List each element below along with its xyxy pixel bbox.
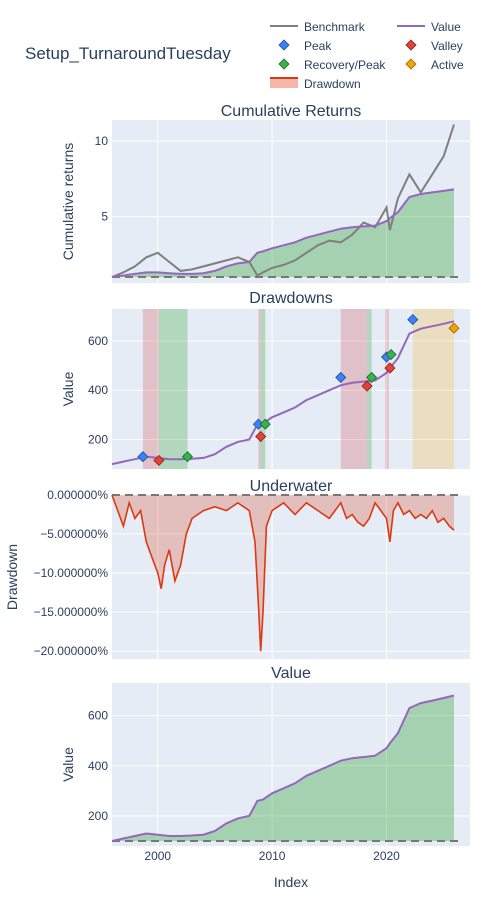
value-fill-area bbox=[112, 189, 454, 277]
drawdown-period-active bbox=[412, 309, 454, 469]
drawdown-period-recovered bbox=[258, 309, 261, 469]
valley-marker[interactable] bbox=[384, 362, 396, 374]
cumulative-returns-plot-area bbox=[112, 120, 470, 283]
underwater-title: Underwater bbox=[250, 478, 333, 495]
drawdowns-y-tick-label: 600 bbox=[88, 334, 108, 348]
underwater-y-tick-label: −20.000000% bbox=[34, 644, 109, 658]
peak-marker[interactable] bbox=[137, 451, 149, 463]
value-line bbox=[111, 320, 455, 466]
underwater-y-tick-label: −5.000000% bbox=[40, 527, 108, 541]
underwater-y-tick-label: −10.000000% bbox=[34, 566, 109, 580]
underwater-plot-area bbox=[112, 495, 470, 659]
underwater-y-axis-title: Drawdown bbox=[4, 544, 20, 610]
underwater-y-tick-label: −15.000000% bbox=[34, 605, 109, 619]
legend-valley-label[interactable]: Valley bbox=[431, 39, 463, 53]
cumulative-returns-y-axis-title: Cumulative returns bbox=[60, 143, 76, 261]
x-tick-label: 2020 bbox=[373, 849, 400, 863]
x-tick-label: 2010 bbox=[259, 849, 286, 863]
peak-marker[interactable] bbox=[407, 314, 419, 326]
benchmark-line bbox=[111, 124, 455, 278]
recovery-marker[interactable] bbox=[181, 451, 194, 463]
value-line bbox=[111, 188, 455, 278]
cumulative-returns-panel: 5 10 Cumulative Returns Cumulative returns bbox=[60, 103, 470, 283]
legend-valley-marker bbox=[405, 39, 417, 51]
drawdown-period-recovered bbox=[142, 309, 159, 469]
value-fill-area bbox=[112, 695, 454, 841]
drawdown-line bbox=[111, 494, 455, 652]
legend-recovery-label[interactable]: Recovery/Peak bbox=[304, 58, 386, 72]
page-title: Setup_TurnaroundTuesday bbox=[25, 44, 231, 63]
recovery-marker[interactable] bbox=[366, 371, 378, 383]
drawdowns-y-tick-label: 200 bbox=[88, 432, 108, 446]
drawdown-period-recovery bbox=[260, 309, 266, 469]
drawdown-period-recovery bbox=[158, 309, 188, 469]
legend-drawdown-label[interactable]: Drawdown bbox=[304, 77, 361, 91]
legend-active-label[interactable]: Active bbox=[431, 58, 464, 72]
legend-drawdown-fill bbox=[270, 78, 298, 88]
x-axis-title: Index bbox=[274, 874, 308, 890]
recovery-marker[interactable] bbox=[259, 418, 271, 430]
underwater-y-tick-label: 0.000000% bbox=[47, 488, 108, 502]
value-title: Value bbox=[271, 665, 311, 682]
drawdowns-plot-area bbox=[112, 309, 470, 469]
drawdowns-y-axis-title: Value bbox=[60, 371, 76, 406]
legend-peak-marker bbox=[278, 39, 290, 51]
cumulative-returns-y-tick-label: 5 bbox=[101, 210, 108, 224]
subplots: 5 10 Cumulative Returns Cumulative returns 2… bbox=[4, 103, 470, 846]
active-marker[interactable] bbox=[448, 322, 460, 334]
x-tick-label: 2000 bbox=[144, 849, 171, 863]
legend-benchmark-label[interactable]: Benchmark bbox=[304, 20, 366, 34]
underwater-fill-area bbox=[112, 495, 454, 652]
valley-marker[interactable] bbox=[361, 380, 373, 392]
value-y-tick-label: 400 bbox=[88, 759, 108, 773]
valley-marker[interactable] bbox=[255, 430, 267, 443]
drawdown-period-recovered bbox=[385, 309, 389, 469]
value-y-axis-title: Value bbox=[60, 747, 76, 782]
legend-recovery-marker bbox=[278, 58, 290, 70]
valley-marker[interactable] bbox=[153, 454, 165, 466]
legend-value-label[interactable]: Value bbox=[431, 20, 461, 34]
value-plot-area bbox=[112, 683, 470, 846]
value-y-tick-label: 600 bbox=[88, 709, 108, 723]
value-line bbox=[111, 694, 455, 842]
recovery-marker[interactable] bbox=[385, 348, 397, 361]
drawdowns-title: Drawdowns bbox=[249, 290, 333, 307]
drawdowns-panel: 200 400 600 Drawdowns Value bbox=[60, 290, 470, 469]
drawdowns-y-tick-label: 400 bbox=[88, 383, 108, 397]
legend-active-marker bbox=[405, 58, 417, 70]
cumulative-returns-y-tick-label: 10 bbox=[95, 134, 109, 148]
value-panel: 200 400 600 Value Value bbox=[60, 665, 470, 846]
drawdown-period-recovered bbox=[340, 309, 368, 469]
x-axis: 2000 2010 2020 bbox=[144, 849, 400, 863]
cumulative-returns-title: Cumulative Returns bbox=[221, 103, 362, 120]
value-y-tick-label: 200 bbox=[88, 809, 108, 823]
underwater-panel: 0.000000% −5.000000% −10.000000% −15.000000… bbox=[4, 478, 470, 659]
peak-marker[interactable] bbox=[335, 371, 347, 383]
legend: Benchmark Value Peak Valley Recovery/Pea… bbox=[270, 20, 464, 91]
legend-peak-label[interactable]: Peak bbox=[304, 39, 332, 53]
